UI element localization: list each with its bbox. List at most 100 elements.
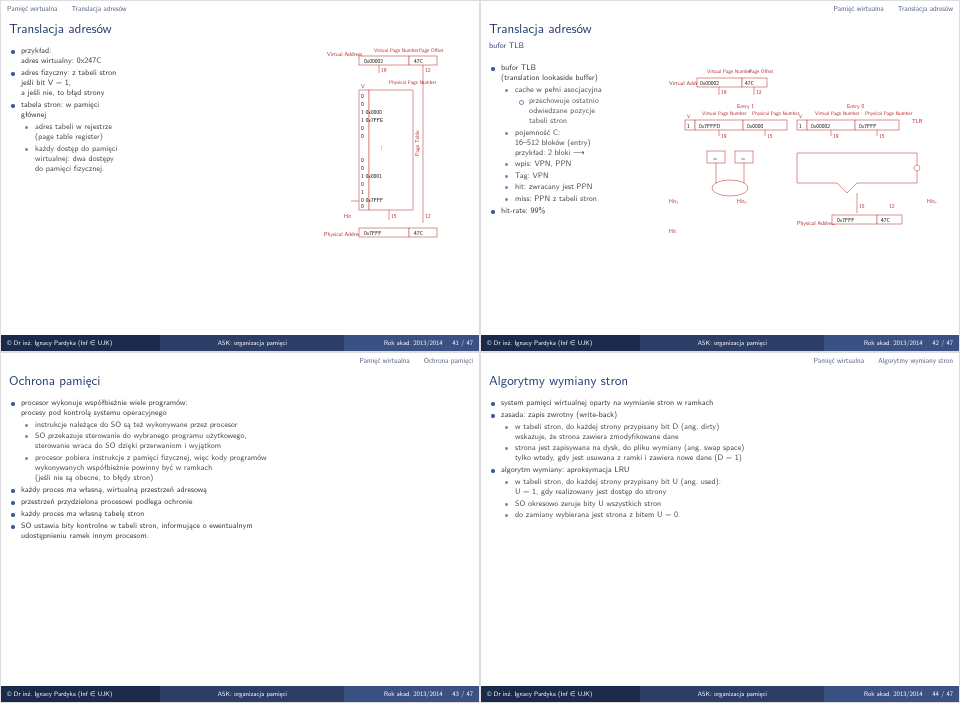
svg-text:0x7FFF: 0x7FFF <box>859 122 876 130</box>
list-item: przechowuje ostatnio odwiedzane pozycje … <box>519 96 661 126</box>
svg-text:15: 15 <box>859 202 865 210</box>
list-item: procesor pobiera instrukcje z pamięci fi… <box>25 453 469 483</box>
breadcrumb: Pamięć wirtualna Translacja adresów <box>1 1 479 15</box>
list-item: do zamiany wybierana jest strona z bitem… <box>505 510 949 520</box>
svg-text:19: 19 <box>381 66 387 74</box>
list-item: SO okresowo zeruje bity U wszystkich str… <box>505 499 949 509</box>
content: system pamięci wirtualnej oparty na wymi… <box>491 398 949 683</box>
list-item: SO ustawia bity kontrolne w tabeli stron… <box>11 521 469 541</box>
va-label: Virtual Address <box>327 50 362 58</box>
svg-text:=: = <box>713 154 717 162</box>
svg-text:V: V <box>687 112 691 120</box>
svg-text:Physical Page Number: Physical Page Number <box>752 109 800 117</box>
svg-text:0 0x7FFF: 0 0x7FFF <box>361 196 383 204</box>
slide-41: Pamięć wirtualna Translacja adresów Tran… <box>0 0 480 352</box>
slide-43: Pamięć wirtualna Ochrona pamięci Ochrona… <box>0 352 480 703</box>
svg-text:0: 0 <box>361 100 364 108</box>
list-item: każdy proces ma własną, wirtualną przest… <box>11 485 469 495</box>
svg-text:⋮: ⋮ <box>379 144 385 152</box>
svg-text:Page Offset: Page Offset <box>419 46 444 54</box>
list-item: zasada: zapis zwrotny (write-back) w tab… <box>491 410 949 464</box>
svg-text:Hit: Hit <box>669 227 676 235</box>
svg-text:TLB: TLB <box>912 117 923 125</box>
svg-text:47C: 47C <box>414 229 424 237</box>
svg-text:0: 0 <box>361 164 364 172</box>
svg-text:Virtual Page Number: Virtual Page Number <box>374 46 419 54</box>
svg-text:0x0000: 0x0000 <box>747 122 764 130</box>
footer: © Dr inż. Ignacy Pardyka (Inf ∈ UJK) ASK… <box>481 335 959 351</box>
svg-text:0x00002: 0x00002 <box>811 122 830 130</box>
list-item: SO przekazuje sterowanie do wybranego pr… <box>25 431 469 451</box>
list-item: każdy dostęp do pamięci wirtualnej: dwa … <box>25 144 313 174</box>
svg-text:0x7FFF: 0x7FFF <box>837 216 854 224</box>
svg-text:0x7FFFD: 0x7FFFD <box>699 122 720 130</box>
list-item: bufor TLB (translation lookaside buffer)… <box>491 63 661 204</box>
svg-text:15: 15 <box>767 132 773 140</box>
list-item: instrukcje należące do SO są też wykonyw… <box>25 420 469 430</box>
crumb: Ochrona pamięci <box>424 356 473 366</box>
page-title: Translacja adresów <box>1 15 479 40</box>
breadcrumb: Pamięć wirtualna Translacja adresów <box>481 1 959 15</box>
list-item: algorytm wymiany: aproksymacja LRU w tab… <box>491 465 949 520</box>
svg-text:Page Offset: Page Offset <box>749 67 774 75</box>
svg-text:1: 1 <box>361 188 364 196</box>
crumb: Pamięć wirtualna <box>359 356 409 366</box>
svg-text:=: = <box>741 154 745 162</box>
list-item: przykład: adres wirtualny: 0x247C <box>11 46 313 66</box>
svg-text:47C: 47C <box>414 57 424 65</box>
list-item: cache w pełni asocjacyjna przechowuje os… <box>505 85 661 126</box>
svg-text:0: 0 <box>361 180 364 188</box>
list-item: miss: PPN z tabeli stron <box>505 194 661 204</box>
svg-text:Physical Page Number: Physical Page Number <box>865 109 913 117</box>
list-item: Tag: VPN <box>505 171 661 181</box>
svg-text:15: 15 <box>391 212 397 220</box>
page-title: Translacja adresów <box>481 15 959 40</box>
svg-text:12: 12 <box>889 202 895 210</box>
svg-text:Hit₀: Hit₀ <box>927 197 936 205</box>
list-item: adres tabeli w rejestrze (page table reg… <box>25 122 313 142</box>
content: procesor wykonuje współbieżnie wiele pro… <box>11 398 469 683</box>
list-item: strona jest zapisywana na dysk, do pliku… <box>505 443 949 463</box>
svg-text:Virtual Page Number: Virtual Page Number <box>815 109 860 117</box>
crumb: Pamięć wirtualna <box>833 4 883 14</box>
svg-text:1: 1 <box>799 122 802 130</box>
svg-text:Page Table: Page Table <box>413 130 421 156</box>
svg-text:47C: 47C <box>745 79 755 87</box>
svg-text:0: 0 <box>361 202 364 210</box>
list-item: system pamięci wirtualnej oparty na wymi… <box>491 398 949 408</box>
list-item: tabela stron: w pamięci głównej adres ta… <box>11 100 313 174</box>
svg-text:0: 0 <box>361 132 364 140</box>
svg-text:12: 12 <box>425 66 431 74</box>
breadcrumb: Pamięć wirtualna Algorytmy wymiany stron <box>481 353 959 367</box>
crumb: Algorytmy wymiany stron <box>878 356 953 366</box>
list-item: przestrzeń przydzielona procesowi podleg… <box>11 497 469 507</box>
breadcrumb: Pamięć wirtualna Ochrona pamięci <box>1 353 479 367</box>
svg-text:0x00002: 0x00002 <box>700 79 719 87</box>
svg-text:1 0x7FFE: 1 0x7FFE <box>361 116 384 124</box>
svg-text:0: 0 <box>361 156 364 164</box>
svg-text:19: 19 <box>721 88 727 96</box>
page-title: Algorytmy wymiany stron <box>481 367 959 392</box>
svg-text:15: 15 <box>879 132 885 140</box>
list-item: wpis: VPN, PPN <box>505 159 661 169</box>
crumb: Translacja adresów <box>71 4 126 14</box>
footer: © Dr inż. Ignacy Pardyka (Inf ∈ UJK) ASK… <box>1 686 479 702</box>
svg-text:0: 0 <box>361 92 364 100</box>
svg-text:1: 1 <box>687 122 690 130</box>
svg-text:Hit: Hit <box>344 212 351 220</box>
svg-text:V: V <box>799 112 803 120</box>
svg-text:19: 19 <box>833 132 839 140</box>
svg-text:0: 0 <box>361 124 364 132</box>
svg-text:1 0x0001: 1 0x0001 <box>361 172 382 180</box>
page-table-diagram: Virtual Address Virtual Page Number Page… <box>319 46 469 331</box>
svg-text:Physical Address: Physical Address <box>797 219 835 227</box>
crumb: Translacja adresów <box>898 4 953 14</box>
footer-author: © Dr inż. Ignacy Pardyka (Inf ∈ UJK) <box>1 335 160 351</box>
footer-mid: ASK: organizacja pamięci <box>160 335 344 351</box>
tlb-diagram: Virtual Address Virtual Page Number Page… <box>667 63 949 331</box>
slide-44: Pamięć wirtualna Algorytmy wymiany stron… <box>480 352 960 703</box>
svg-text:0x7FFF: 0x7FFF <box>364 229 381 237</box>
list-item: w tabeli stron, do każdej strony przypis… <box>505 422 949 442</box>
list-item: hit-rate: 99% <box>491 206 661 216</box>
content-left: przykład: adres wirtualny: 0x247C adres … <box>11 46 313 331</box>
